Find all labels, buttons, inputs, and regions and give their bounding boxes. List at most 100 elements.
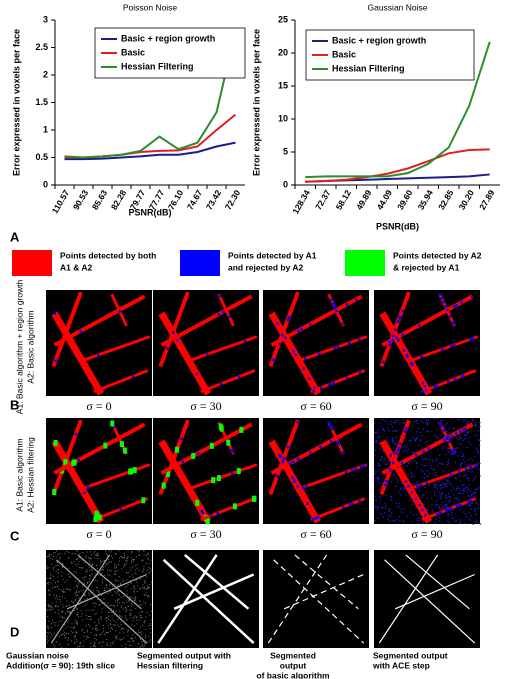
noise-dot [148,636,150,638]
noise-dot [466,477,468,479]
noise-dot [442,484,445,486]
noise-dot [445,504,448,506]
noise-dot [462,458,464,461]
blue-point [175,338,179,342]
noise-dot [126,559,128,561]
noise-dot [76,565,78,567]
noise-dot [148,572,150,574]
green-point [93,516,98,523]
blue-point [318,352,321,356]
noise-dot [430,464,433,467]
blue-point [330,427,334,431]
blue-point [391,334,395,338]
noise-dot [143,622,145,624]
blue-point [396,339,400,342]
noise-dot [139,646,141,648]
blue-point [333,304,336,308]
noise-dot [426,423,429,425]
noise-dot [92,603,94,605]
bottom-caption: Segmented output [373,650,448,660]
noise-dot [382,419,384,421]
noise-dot [119,638,121,640]
noise-dot [47,604,49,606]
noise-dot [135,569,137,571]
green-point [63,459,68,466]
noise-dot [449,452,451,454]
noise-dot [469,518,471,520]
green-point [175,446,180,453]
noise-dot [61,565,63,567]
noise-dot [149,614,151,616]
noise-dot [132,634,134,636]
row-label: A2: Basic algorithm [25,310,35,383]
noise-dot [464,434,466,436]
noise-dot [408,462,410,464]
noise-dot [89,616,91,618]
noise-dot [436,488,438,490]
blue-point [286,446,290,449]
noise-dot [111,611,113,613]
blue-point [457,470,461,473]
noise-dot [114,624,116,626]
noise-dot [99,593,101,595]
blue-point [444,305,447,308]
noise-dot [113,573,115,575]
noise-dot [70,626,72,628]
noise-dot [123,566,125,568]
blue-point [328,383,331,386]
noise-dot [87,582,89,584]
noise-dot [117,591,119,593]
noise-dot [472,480,474,482]
noise-dot [62,591,64,593]
noise-dot [390,512,393,514]
noise-dot [416,519,418,521]
noise-dot [399,435,402,437]
noise-dot [446,479,448,481]
noise-dot [90,558,92,560]
green-point [119,441,124,448]
noise-dot [88,580,90,582]
noise-dot [74,619,76,621]
noise-dot [474,496,476,498]
noise-dot [103,587,105,589]
noise-dot [52,608,54,610]
noise-dot [76,607,78,609]
blue-point [420,390,424,394]
noise-dot [471,471,473,473]
noise-dot [127,572,129,574]
noise-dot [104,617,106,619]
noise-dot [434,486,436,488]
noise-dot [405,444,407,447]
noise-dot [68,557,70,559]
noise-dot [109,561,111,563]
noise-dot [447,451,449,453]
noise-dot [444,441,446,443]
noise-dot [61,620,63,622]
noise-dot [454,520,456,523]
noise-dot [84,632,86,634]
row-label: A1: Basic algorithm [14,438,24,511]
noise-dot [96,568,98,570]
noise-dot [72,601,74,603]
noise-dot [395,485,397,488]
blue-point [286,318,290,322]
noise-dot [119,632,121,634]
noise-dot [67,574,69,576]
noise-dot [440,508,442,510]
noise-dot [118,625,120,627]
noise-dot [115,553,117,555]
noise-dot [136,623,138,625]
noise-dot [82,645,84,647]
blue-point [132,375,135,378]
noise-dot [148,625,150,627]
noise-dot [84,579,86,581]
noise-dot [133,591,135,593]
noise-dot [107,602,109,604]
series-line [64,30,237,159]
noise-dot [454,448,457,450]
noise-dot [437,436,439,439]
noise-dot [102,582,104,584]
blue-point [442,429,445,432]
noise-dot [444,496,447,498]
noise-dot [85,557,87,559]
